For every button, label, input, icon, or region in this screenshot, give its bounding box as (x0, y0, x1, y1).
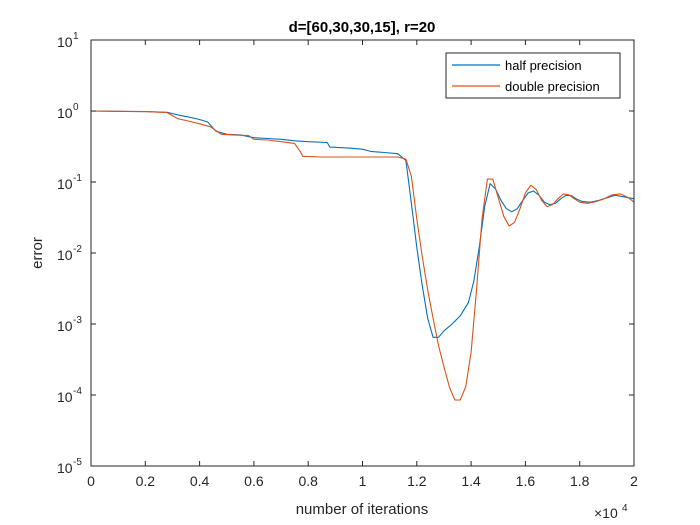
x-tick-label: 1.4 (461, 473, 481, 489)
y-tick-exponent: -2 (73, 244, 82, 255)
chart-title: d=[60,30,30,15], r=20 (289, 19, 436, 36)
legend: half precision double precision (445, 52, 621, 99)
plot-area (91, 40, 634, 466)
y-tick-label: 10 (57, 318, 73, 334)
x-axis-label: number of iterations (296, 501, 429, 518)
y-tick-label: 10 (57, 176, 73, 192)
y-tick-exponent: 0 (73, 102, 79, 113)
x-tick-label: 0.6 (244, 473, 264, 489)
x-axis-multiplier: ×10 4 (594, 503, 628, 521)
x-tick-label: 2 (630, 473, 638, 489)
y-tick-label: 10 (57, 105, 73, 121)
legend-box (445, 52, 621, 99)
x-tick-label: 1.2 (407, 473, 427, 489)
y-tick-label: 10 (57, 247, 73, 263)
ticks-layer: 0 0.2 0.4 0.6 0.8 1 1.2 1.4 1.6 1.8 210 -510 -410 -31… (57, 31, 638, 489)
x-tick-label: 0.4 (190, 473, 210, 489)
series-layer (90, 110, 635, 401)
x-tick-label: 0 (87, 473, 95, 489)
x-tick-label: 0.8 (298, 473, 318, 489)
legend-label-double-precision: double precision (505, 79, 600, 94)
y-tick-exponent: 1 (73, 31, 79, 42)
y-tick-label: 10 (57, 389, 73, 405)
y-tick-label: 10 (57, 34, 73, 50)
y-tick-exponent: -5 (73, 457, 82, 468)
series-line-double-precision (90, 110, 635, 401)
legend-label-half-precision: half precision (505, 58, 582, 73)
y-tick-exponent: -4 (73, 386, 82, 397)
y-axis-label: error (29, 237, 46, 269)
x-tick-label: 1 (359, 473, 367, 489)
x-axis-multiplier-exponent: 4 (622, 503, 628, 514)
x-tick-label: 1.6 (516, 473, 536, 489)
x-tick-label: 0.2 (136, 473, 156, 489)
y-tick-label: 10 (57, 460, 73, 476)
axes-box (90, 39, 635, 467)
y-tick-exponent: -1 (73, 173, 82, 184)
x-tick-label: 1.8 (570, 473, 590, 489)
x-axis-multiplier-base: ×10 (594, 505, 618, 521)
y-tick-exponent: -3 (73, 315, 82, 326)
